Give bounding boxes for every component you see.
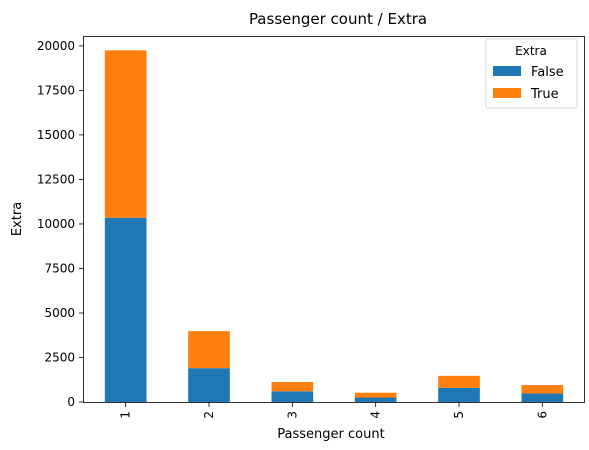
y-tick-label: 0 [67, 395, 75, 409]
legend-label-true: True [530, 87, 559, 102]
x-tick-label: 1 [119, 411, 133, 419]
y-axis-label: Extra [10, 202, 25, 236]
y-axis: 0 2500 5000 7500 10000 12500 15000 17500 20000 [37, 39, 84, 409]
legend: Extra False True [485, 38, 578, 109]
y-tick-label: 7500 [44, 261, 75, 275]
bar-true-4 [354, 392, 397, 398]
bar-series-group [104, 50, 564, 402]
legend-title: Extra [515, 44, 547, 58]
x-tick-label: 2 [202, 411, 216, 419]
y-tick-label: 5000 [44, 306, 75, 320]
x-tick-label: 4 [369, 411, 383, 419]
legend-swatch-false [493, 66, 521, 76]
y-tick-label: 12500 [37, 172, 75, 186]
y-tick-label: 2500 [44, 350, 75, 364]
legend-swatch-true [493, 88, 521, 98]
bar-false-3 [271, 391, 314, 402]
bar-true-1 [104, 50, 147, 218]
y-tick-label: 15000 [37, 128, 75, 142]
chart-title: Passenger count / Extra [249, 10, 427, 28]
x-tick-label: 3 [285, 411, 299, 419]
bar-true-5 [438, 375, 480, 388]
y-tick-label: 10000 [37, 217, 75, 231]
y-tick-label: 20000 [37, 39, 75, 53]
bar-false-4 [354, 397, 397, 402]
legend-label-false: False [531, 65, 564, 80]
bar-false-5 [438, 387, 480, 402]
x-tick-label: 5 [452, 411, 466, 419]
y-tick-label: 17500 [37, 83, 75, 97]
x-axis: 1 2 3 4 5 6 [119, 402, 549, 419]
x-axis-label: Passenger count [277, 427, 384, 442]
bar-false-1 [104, 217, 147, 402]
plot-frame [83, 36, 585, 403]
bar-true-3 [271, 382, 314, 392]
bar-true-6 [521, 385, 564, 394]
x-tick-label: 6 [535, 411, 549, 419]
bar-true-2 [188, 331, 230, 369]
bar-false-2 [188, 368, 230, 402]
bar-false-6 [521, 393, 564, 402]
